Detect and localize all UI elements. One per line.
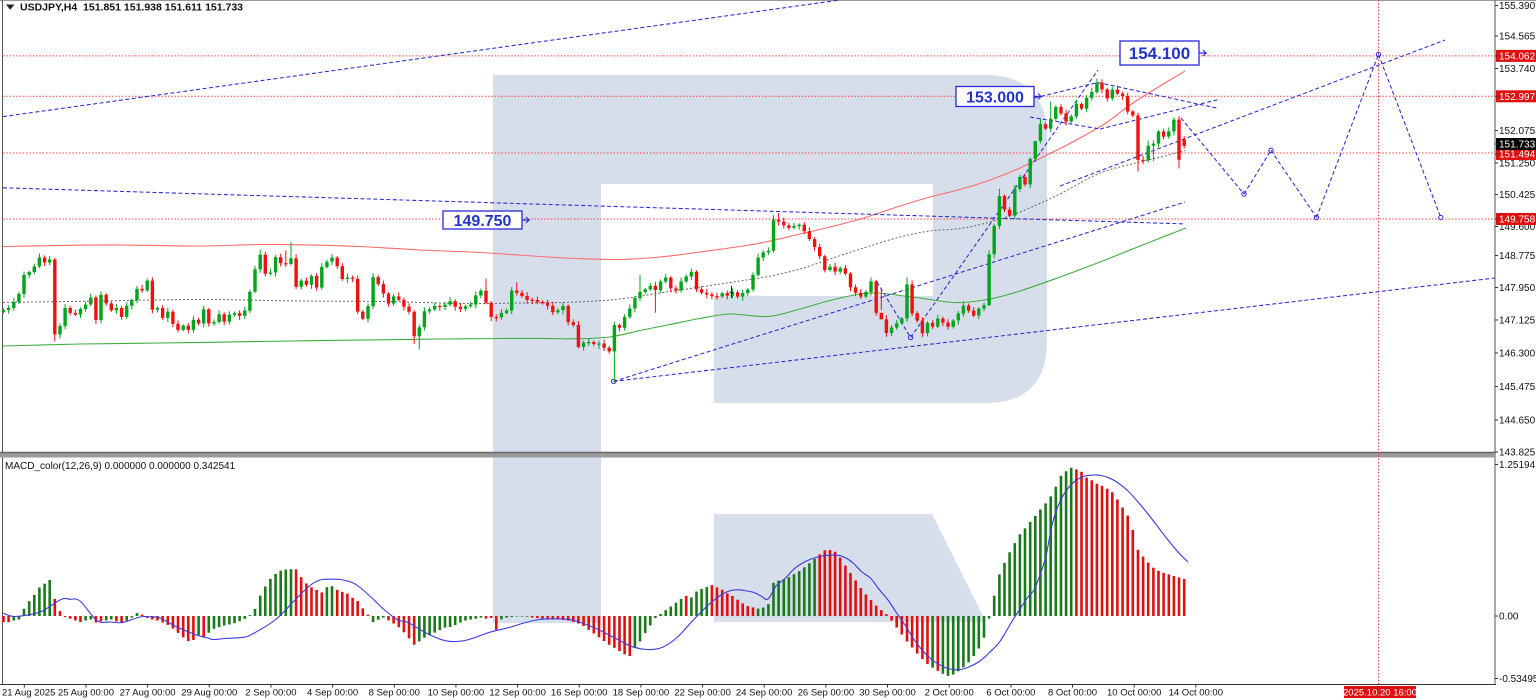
svg-text:148.775: 148.775	[1499, 251, 1536, 262]
svg-text:8 Sep 00:00: 8 Sep 00:00	[369, 688, 420, 699]
svg-text:30 Sep 00:00: 30 Sep 00:00	[859, 688, 916, 699]
svg-text:1.25194: 1.25194	[1499, 460, 1536, 471]
svg-text:29 Aug 00:00: 29 Aug 00:00	[181, 688, 237, 699]
svg-text:153.740: 153.740	[1499, 64, 1536, 75]
svg-text:151.494: 151.494	[1499, 150, 1536, 161]
svg-text:2025.10.20 16:00: 2025.10.20 16:00	[1343, 688, 1417, 699]
svg-text:151.250: 151.250	[1499, 159, 1536, 170]
svg-text:2 Sep 00:00: 2 Sep 00:00	[245, 688, 296, 699]
svg-text:10 Sep 00:00: 10 Sep 00:00	[428, 688, 485, 699]
svg-text:154.565: 154.565	[1499, 32, 1536, 43]
svg-text:21 Aug 2025: 21 Aug 2025	[2, 688, 55, 699]
svg-text:25 Aug 00:00: 25 Aug 00:00	[58, 688, 114, 699]
svg-text:146.300: 146.300	[1499, 349, 1536, 360]
svg-text:10 Oct 00:00: 10 Oct 00:00	[1107, 688, 1161, 699]
svg-text:154.100: 154.100	[1129, 44, 1190, 63]
svg-text:24 Sep 00:00: 24 Sep 00:00	[736, 688, 793, 699]
svg-text:155.390: 155.390	[1499, 1, 1536, 12]
svg-text:144.650: 144.650	[1499, 416, 1536, 427]
svg-text:150.425: 150.425	[1499, 190, 1536, 201]
svg-text:147.950: 147.950	[1499, 283, 1536, 294]
svg-text:16 Sep 00:00: 16 Sep 00:00	[551, 688, 608, 699]
svg-text:MACD_color(12,26,9) 0.000000 0: MACD_color(12,26,9) 0.000000 0.000000 0.…	[5, 461, 236, 472]
svg-text:149.758: 149.758	[1499, 215, 1536, 226]
svg-text:12 Sep 00:00: 12 Sep 00:00	[489, 688, 546, 699]
svg-text:4 Sep 00:00: 4 Sep 00:00	[307, 688, 358, 699]
svg-text:143.825: 143.825	[1499, 448, 1536, 459]
svg-text:151.733: 151.733	[1499, 140, 1536, 151]
svg-text:149.600: 149.600	[1499, 222, 1536, 233]
svg-text:149.750: 149.750	[454, 213, 512, 230]
svg-text:154.062: 154.062	[1499, 51, 1536, 62]
svg-text:152.075: 152.075	[1499, 126, 1536, 137]
svg-text:USDJPY,H4 151.851 151.938 151: USDJPY,H4 151.851 151.938 151.611 151.73…	[20, 2, 243, 14]
svg-text:2 Oct 00:00: 2 Oct 00:00	[925, 688, 974, 699]
svg-text:153.000: 153.000	[966, 89, 1024, 106]
svg-text:145.475: 145.475	[1499, 382, 1536, 393]
svg-text:14 Oct 00:00: 14 Oct 00:00	[1169, 688, 1223, 699]
svg-text:152.997: 152.997	[1499, 92, 1536, 103]
svg-text:0.00: 0.00	[1499, 612, 1519, 623]
svg-text:-0.53495: -0.53495	[1499, 674, 1536, 685]
svg-text:26 Sep 00:00: 26 Sep 00:00	[798, 688, 855, 699]
svg-text:18 Sep 00:00: 18 Sep 00:00	[613, 688, 670, 699]
svg-text:147.125: 147.125	[1499, 316, 1536, 327]
svg-text:27 Aug 00:00: 27 Aug 00:00	[120, 688, 176, 699]
svg-text:8 Oct 00:00: 8 Oct 00:00	[1048, 688, 1097, 699]
svg-text:6 Oct 00:00: 6 Oct 00:00	[986, 688, 1035, 699]
svg-text:22 Sep 00:00: 22 Sep 00:00	[674, 688, 731, 699]
